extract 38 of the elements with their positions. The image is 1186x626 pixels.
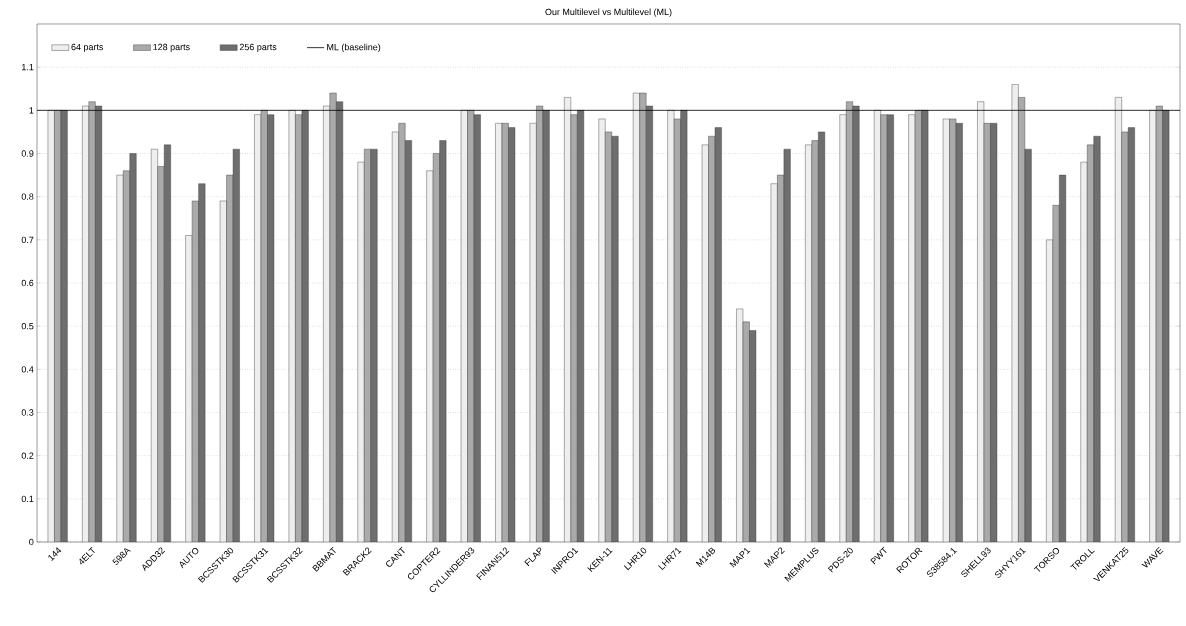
legend-label: 128 parts <box>153 43 190 52</box>
bar <box>598 118 606 542</box>
y-tick-label: 0.9 <box>21 150 34 157</box>
bar <box>611 136 619 542</box>
bar <box>370 148 378 542</box>
y-tick-label: 1 <box>29 107 34 114</box>
bar <box>639 92 647 542</box>
bar <box>129 153 137 542</box>
y-tick-label: 0.2 <box>21 452 34 459</box>
y-tick-label: 0.6 <box>21 279 34 287</box>
bar <box>839 114 847 542</box>
y-tick-label: 0.3 <box>21 409 34 416</box>
bar <box>880 114 888 542</box>
x-tick-label: 144 <box>48 547 62 561</box>
y-tick-label: 0.8 <box>21 193 34 200</box>
bar <box>570 114 578 542</box>
bar <box>357 161 365 542</box>
bar <box>116 175 124 542</box>
y-tick-label: 1.1 <box>22 64 34 71</box>
bar <box>398 123 406 542</box>
bar <box>1121 131 1129 542</box>
y-tick-label: 0 <box>29 538 34 546</box>
y-tick-label: 0.5 <box>21 322 34 330</box>
chart-title: Our Multilevel vs Multilevel (ML) <box>545 8 672 17</box>
bar <box>811 140 819 542</box>
bar <box>852 105 860 542</box>
bar <box>1080 161 1088 542</box>
legend-label: ML (baseline) <box>327 43 381 53</box>
bar <box>1093 136 1101 542</box>
bar <box>157 166 165 542</box>
bar <box>88 101 96 542</box>
legend-label: 256 parts <box>239 43 277 52</box>
y-tick-label: 0.1 <box>21 495 34 503</box>
bar <box>329 92 337 542</box>
y-tick-label: 0.7 <box>21 236 34 244</box>
bar <box>1052 205 1060 542</box>
y-tick-label: 0.4 <box>21 366 34 373</box>
legend-label: 64 parts <box>71 43 104 52</box>
